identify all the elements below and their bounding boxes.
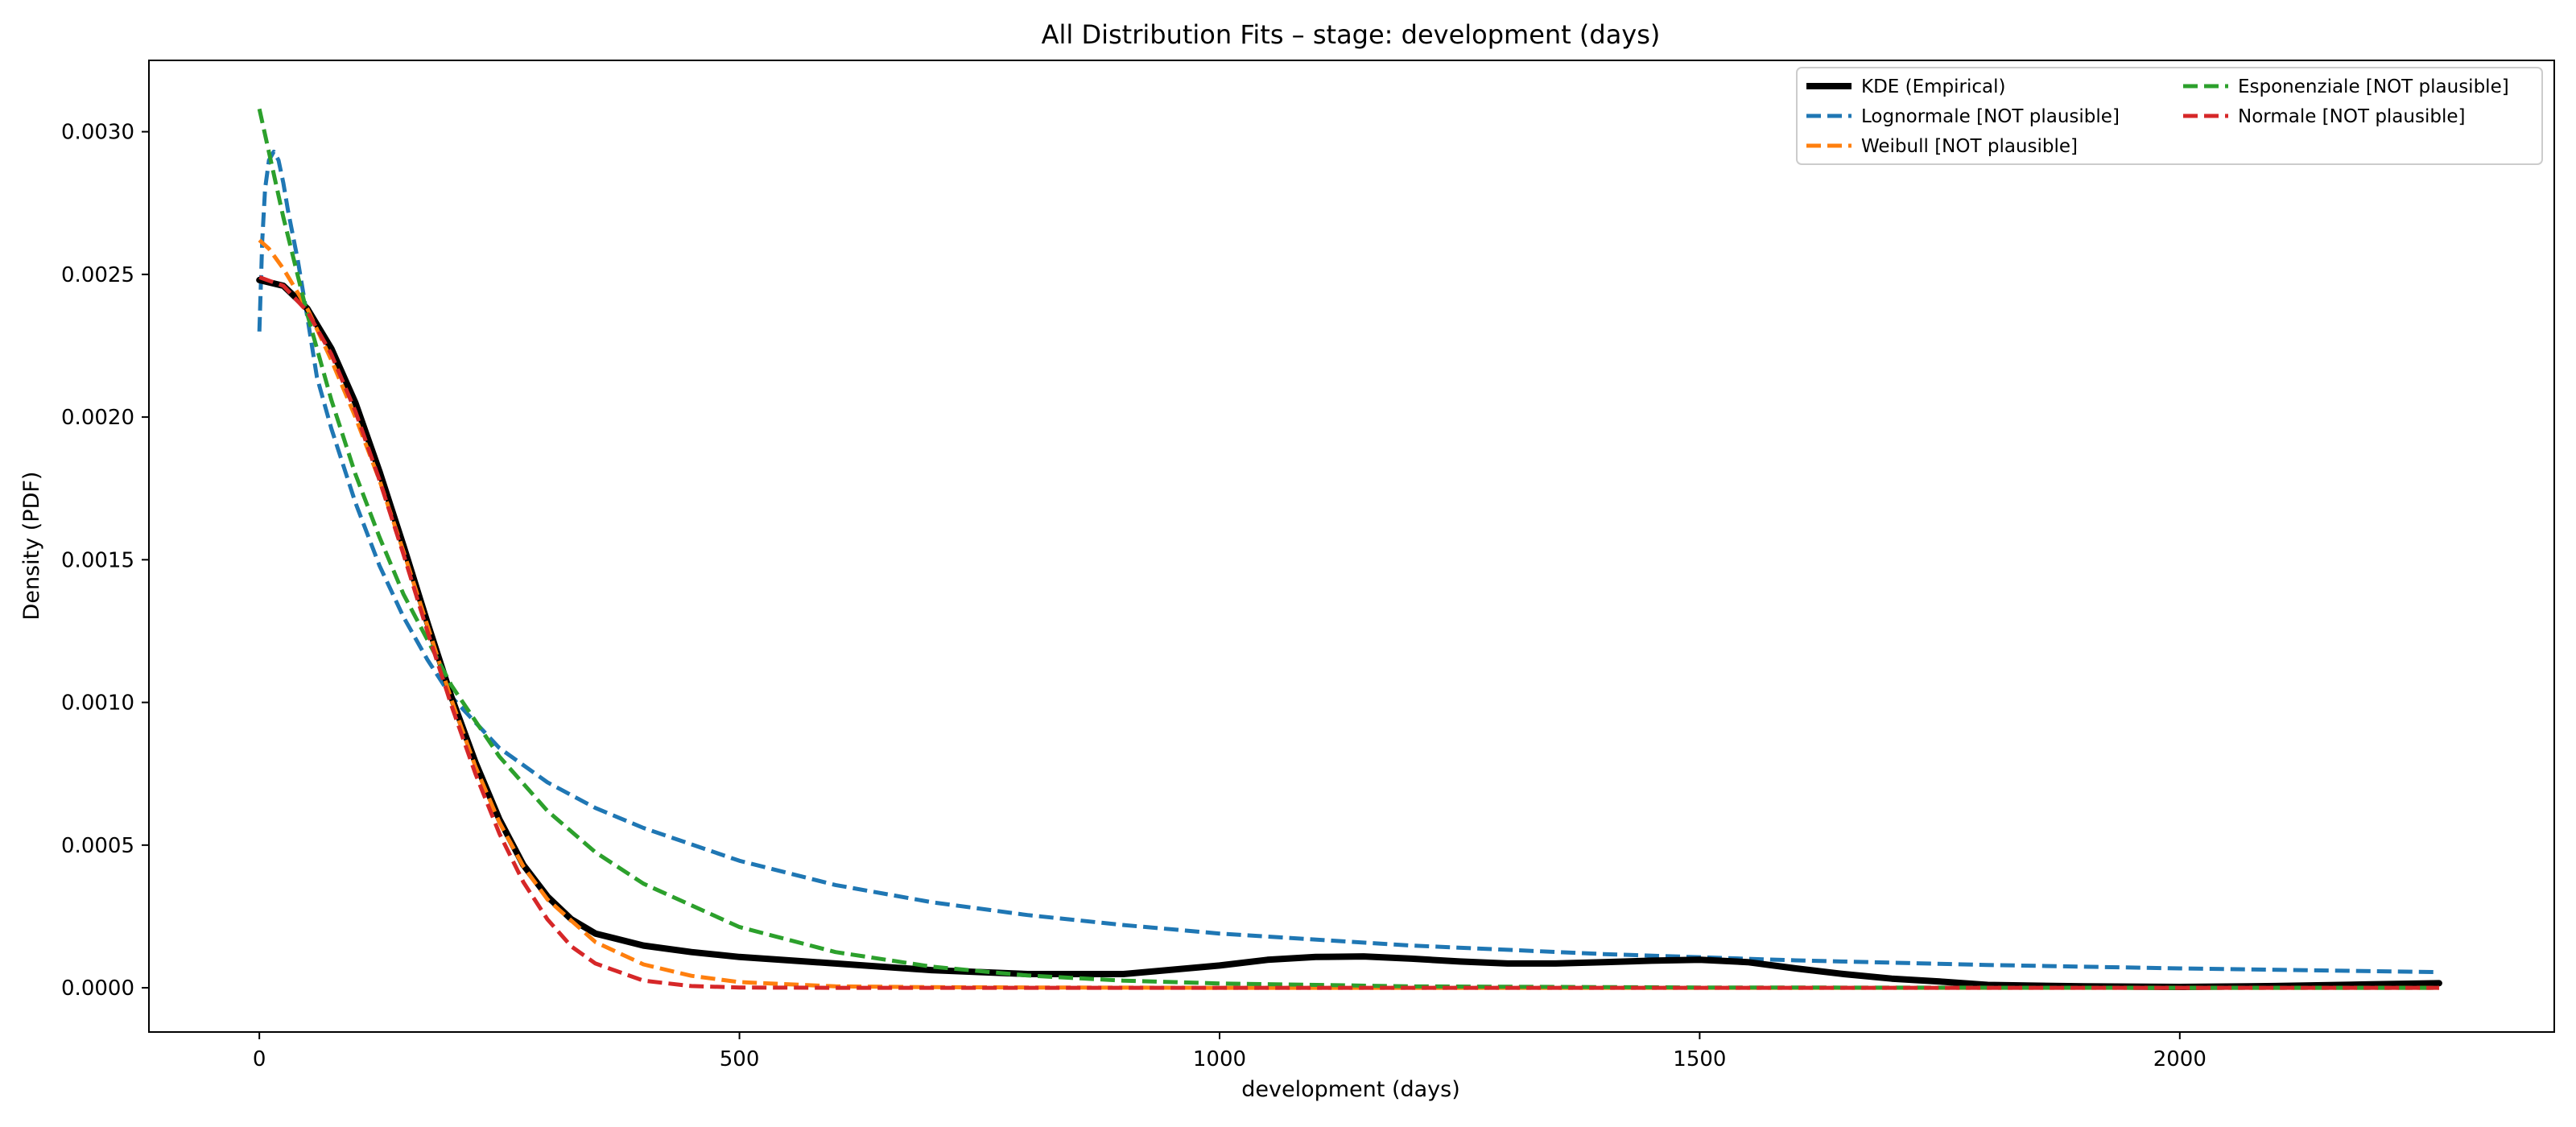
x-tick-label: 500 bbox=[720, 1047, 760, 1071]
x-tick-label: 1000 bbox=[1193, 1047, 1246, 1071]
legend-box bbox=[1796, 67, 2543, 165]
y-tick-label: 0.0025 bbox=[61, 263, 134, 287]
y-tick-label: 0.0020 bbox=[61, 406, 134, 430]
y-tick-label: 0.0015 bbox=[61, 548, 134, 572]
y-tick-label: 0.0005 bbox=[61, 834, 134, 858]
x-axis-label: development (days) bbox=[1241, 1077, 1460, 1102]
chart-title: All Distribution Fits – stage: developme… bbox=[1042, 19, 1661, 50]
series-line-kde-empirical bbox=[256, 276, 2442, 990]
series-line-normale bbox=[258, 275, 2439, 990]
x-axis: 0 500 1000 1500 2000 bbox=[253, 1032, 2207, 1071]
x-tick-label: 0 bbox=[253, 1047, 266, 1071]
x-tick-label: 1500 bbox=[1673, 1047, 1726, 1071]
plot-frame bbox=[148, 60, 2555, 1033]
x-tick-label: 2000 bbox=[2153, 1047, 2207, 1071]
series-line-esponenziale bbox=[257, 108, 2439, 990]
y-axis: 0.0000 0.0005 0.0010 0.0015 0.0020 0.0025 0.00… bbox=[61, 121, 149, 1001]
legend-label-weibull: Weibull [NOT plausible] bbox=[1861, 136, 2078, 157]
legend: KDE (Empirical) Lognormale [NOT plausible… bbox=[1796, 67, 2543, 165]
y-axis-label: Density (PDF) bbox=[19, 472, 44, 621]
series-layer bbox=[256, 108, 2442, 990]
legend-label-esponenziale: Esponenziale [NOT plausible] bbox=[2238, 76, 2509, 97]
legend-label-lognormale: Lognormale [NOT plausible] bbox=[1861, 106, 2120, 127]
plot-area bbox=[148, 60, 2555, 1033]
legend-label-kde-empirical: KDE (Empirical) bbox=[1861, 76, 2006, 97]
legend-label-normale: Normale [NOT plausible] bbox=[2238, 106, 2465, 127]
y-tick-label: 0.0010 bbox=[61, 691, 134, 716]
y-tick-label: 0.0030 bbox=[61, 121, 134, 145]
y-tick-label: 0.0000 bbox=[61, 976, 134, 1001]
